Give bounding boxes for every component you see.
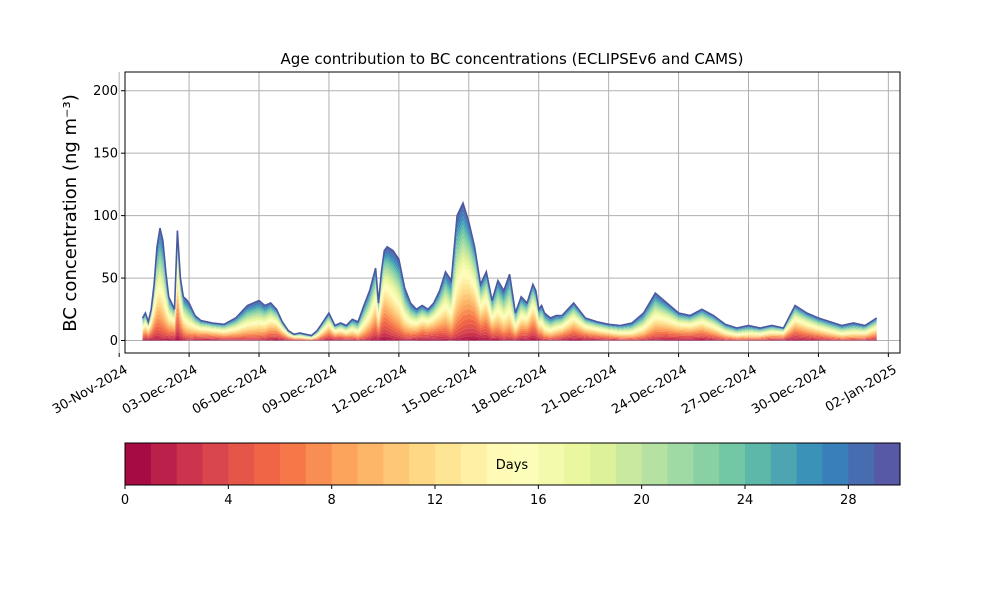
colorbar-segment — [176, 443, 204, 485]
age-band-area — [142, 338, 877, 341]
colorbar — [125, 443, 901, 485]
y-axis: 0 50 100 150 200 — [93, 84, 125, 349]
colorbar-tick-label: 4 — [224, 493, 232, 508]
total-series-line — [141, 200, 878, 337]
colorbar-segment — [693, 443, 720, 485]
plot-frame — [124, 71, 901, 354]
colorbar-segment — [486, 443, 514, 485]
age-band-area — [142, 330, 877, 341]
colorbar-segment — [770, 443, 798, 485]
colorbar-segment — [564, 443, 591, 485]
colorbar-segment — [435, 443, 462, 485]
age-band-area — [142, 326, 877, 341]
colorbar-frame — [124, 442, 901, 486]
colorbar-segment — [254, 443, 281, 485]
colorbar-segment — [796, 443, 824, 485]
colorbar-tick-label: 8 — [328, 493, 336, 508]
colorbar-tick-label: 12 — [427, 493, 444, 508]
x-tick-label: 02-Jan-2025 — [823, 362, 900, 415]
age-band-area — [142, 229, 877, 337]
colorbar-segment — [641, 443, 669, 485]
x-tick-label: 27-Dec-2024 — [679, 362, 759, 417]
colorbar-label: Days — [496, 458, 529, 473]
y-tick-label: 150 — [93, 147, 118, 162]
colorbar-segment — [202, 443, 229, 485]
colorbar-segment — [590, 443, 617, 485]
x-tick-label: 15-Dec-2024 — [400, 362, 480, 417]
colorbar-segment — [150, 443, 178, 485]
colorbar-segment — [331, 443, 359, 485]
y-tick-label: 200 — [93, 84, 118, 99]
chart-title: Age contribution to BC concentrations (E… — [281, 50, 744, 68]
colorbar-segment — [460, 443, 488, 485]
colorbar-segment — [719, 443, 746, 485]
y-tick-label: 100 — [93, 209, 118, 224]
x-tick-label: 03-Dec-2024 — [120, 362, 200, 417]
colorbar-segment — [125, 443, 152, 485]
colorbar-segment — [615, 443, 643, 485]
colorbar-segment — [745, 443, 772, 485]
colorbar-segment — [822, 443, 849, 485]
age-band-area — [142, 335, 877, 341]
colorbar-tick-label: 0 — [121, 493, 129, 508]
age-band-area — [142, 224, 877, 337]
x-tick-label: 12-Dec-2024 — [330, 362, 410, 417]
colorbar-segment — [874, 443, 901, 485]
colorbar-segment — [512, 443, 539, 485]
colorbar-tick-label: 24 — [737, 493, 754, 508]
y-tick-label: 50 — [101, 272, 118, 287]
colorbar-segment — [305, 443, 333, 485]
x-tick-label: 06-Dec-2024 — [190, 362, 270, 417]
colorbar-tick-label: 28 — [840, 493, 857, 508]
x-tick-label: 24-Dec-2024 — [609, 362, 689, 417]
colorbar-axis: 0 4 8 12 16 20 24 28 — [121, 485, 857, 508]
colorbar-segment — [383, 443, 410, 485]
x-tick-label: 30-Dec-2024 — [749, 362, 829, 417]
grid-lines — [118, 72, 900, 353]
x-tick-label: 09-Dec-2024 — [260, 362, 340, 417]
colorbar-segment — [667, 443, 694, 485]
colorbar-tick-label: 20 — [633, 493, 650, 508]
colorbar-segment — [538, 443, 565, 485]
y-axis-label: BC concentration (ng m⁻³) — [60, 94, 81, 332]
x-axis: 30-Nov-202403-Dec-202406-Dec-202409-Dec-… — [50, 353, 900, 418]
age-band-area — [142, 234, 877, 337]
age-band-area — [142, 321, 877, 341]
colorbar-segment — [228, 443, 255, 485]
y-tick-label: 0 — [110, 334, 118, 349]
x-tick-label: 18-Dec-2024 — [470, 362, 550, 417]
x-tick-label: 21-Dec-2024 — [539, 362, 619, 417]
x-tick-label: 30-Nov-2024 — [50, 362, 130, 417]
colorbar-segment — [280, 443, 307, 485]
age-contribution-areas — [141, 200, 878, 341]
colorbar-tick-label: 16 — [530, 493, 547, 508]
colorbar-segment — [409, 443, 436, 485]
colorbar-segment — [357, 443, 384, 485]
colorbar-segment — [848, 443, 875, 485]
